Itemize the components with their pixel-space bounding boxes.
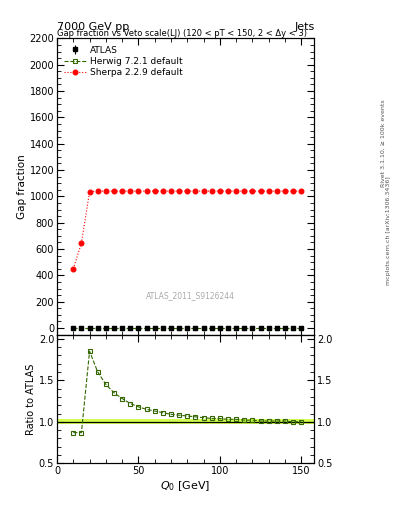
Herwig 7.2.1 default xyxy=(120,325,125,331)
Herwig 7.2.1 default xyxy=(128,325,133,331)
Sherpa 2.2.9 default xyxy=(103,188,108,194)
Sherpa 2.2.9 default xyxy=(234,188,239,194)
Herwig 7.2.1 default xyxy=(103,325,108,331)
Text: mcplots.cern.ch [arXiv:1306.3436]: mcplots.cern.ch [arXiv:1306.3436] xyxy=(386,176,391,285)
Sherpa 2.2.9 default xyxy=(128,188,133,194)
Herwig 7.2.1 default xyxy=(291,325,296,331)
Bar xyxy=(57,419,314,424)
Sherpa 2.2.9 default xyxy=(169,188,173,194)
Sherpa 2.2.9 default xyxy=(201,188,206,194)
Herwig 7.2.1 default xyxy=(79,325,84,331)
Sherpa 2.2.9 default xyxy=(185,188,190,194)
Sherpa 2.2.9 default xyxy=(275,188,279,194)
Text: Rivet 3.1.10, ≥ 100k events: Rivet 3.1.10, ≥ 100k events xyxy=(381,99,386,187)
X-axis label: $Q_0$ [GeV]: $Q_0$ [GeV] xyxy=(160,479,211,493)
Herwig 7.2.1 default xyxy=(169,325,173,331)
Herwig 7.2.1 default xyxy=(144,325,149,331)
Herwig 7.2.1 default xyxy=(136,325,141,331)
Sherpa 2.2.9 default xyxy=(242,188,247,194)
Y-axis label: Gap fraction: Gap fraction xyxy=(17,154,27,219)
Herwig 7.2.1 default xyxy=(87,325,92,331)
Herwig 7.2.1 default xyxy=(258,325,263,331)
Sherpa 2.2.9 default xyxy=(283,188,287,194)
Sherpa 2.2.9 default xyxy=(258,188,263,194)
Sherpa 2.2.9 default xyxy=(120,188,125,194)
Sherpa 2.2.9 default xyxy=(79,240,84,246)
Sherpa 2.2.9 default xyxy=(95,188,100,194)
Sherpa 2.2.9 default xyxy=(218,188,222,194)
Herwig 7.2.1 default xyxy=(177,325,182,331)
Text: Gap fraction vs Veto scale(LJ) (120 < pT < 150, 2 < Δy < 3): Gap fraction vs Veto scale(LJ) (120 < pT… xyxy=(57,29,307,37)
Herwig 7.2.1 default xyxy=(266,325,271,331)
Herwig 7.2.1 default xyxy=(242,325,247,331)
Sherpa 2.2.9 default xyxy=(177,188,182,194)
Herwig 7.2.1 default xyxy=(95,325,100,331)
Sherpa 2.2.9 default xyxy=(266,188,271,194)
Sherpa 2.2.9 default xyxy=(144,188,149,194)
Y-axis label: Ratio to ATLAS: Ratio to ATLAS xyxy=(26,364,36,435)
Sherpa 2.2.9 default xyxy=(291,188,296,194)
Herwig 7.2.1 default xyxy=(160,325,165,331)
Sherpa 2.2.9 default xyxy=(136,188,141,194)
Sherpa 2.2.9 default xyxy=(160,188,165,194)
Sherpa 2.2.9 default xyxy=(209,188,214,194)
Sherpa 2.2.9 default xyxy=(152,188,157,194)
Sherpa 2.2.9 default xyxy=(193,188,198,194)
Herwig 7.2.1 default xyxy=(275,325,279,331)
Text: 7000 GeV pp: 7000 GeV pp xyxy=(57,22,129,32)
Sherpa 2.2.9 default xyxy=(299,188,304,194)
Herwig 7.2.1 default xyxy=(209,325,214,331)
Line: Sherpa 2.2.9 default: Sherpa 2.2.9 default xyxy=(71,188,304,271)
Herwig 7.2.1 default xyxy=(185,325,190,331)
Herwig 7.2.1 default xyxy=(218,325,222,331)
Herwig 7.2.1 default xyxy=(71,325,75,331)
Sherpa 2.2.9 default xyxy=(226,188,230,194)
Sherpa 2.2.9 default xyxy=(250,188,255,194)
Sherpa 2.2.9 default xyxy=(87,189,92,195)
Herwig 7.2.1 default xyxy=(112,325,116,331)
Herwig 7.2.1 default xyxy=(152,325,157,331)
Herwig 7.2.1 default xyxy=(283,325,287,331)
Herwig 7.2.1 default xyxy=(201,325,206,331)
Text: Jets: Jets xyxy=(294,22,314,32)
Herwig 7.2.1 default xyxy=(234,325,239,331)
Sherpa 2.2.9 default xyxy=(112,188,116,194)
Sherpa 2.2.9 default xyxy=(71,266,75,272)
Herwig 7.2.1 default xyxy=(226,325,230,331)
Herwig 7.2.1 default xyxy=(193,325,198,331)
Text: ATLAS_2011_S9126244: ATLAS_2011_S9126244 xyxy=(146,291,235,301)
Herwig 7.2.1 default xyxy=(299,325,304,331)
Line: Herwig 7.2.1 default: Herwig 7.2.1 default xyxy=(71,326,304,330)
Herwig 7.2.1 default xyxy=(250,325,255,331)
Legend: ATLAS, Herwig 7.2.1 default, Sherpa 2.2.9 default: ATLAS, Herwig 7.2.1 default, Sherpa 2.2.… xyxy=(61,43,186,80)
